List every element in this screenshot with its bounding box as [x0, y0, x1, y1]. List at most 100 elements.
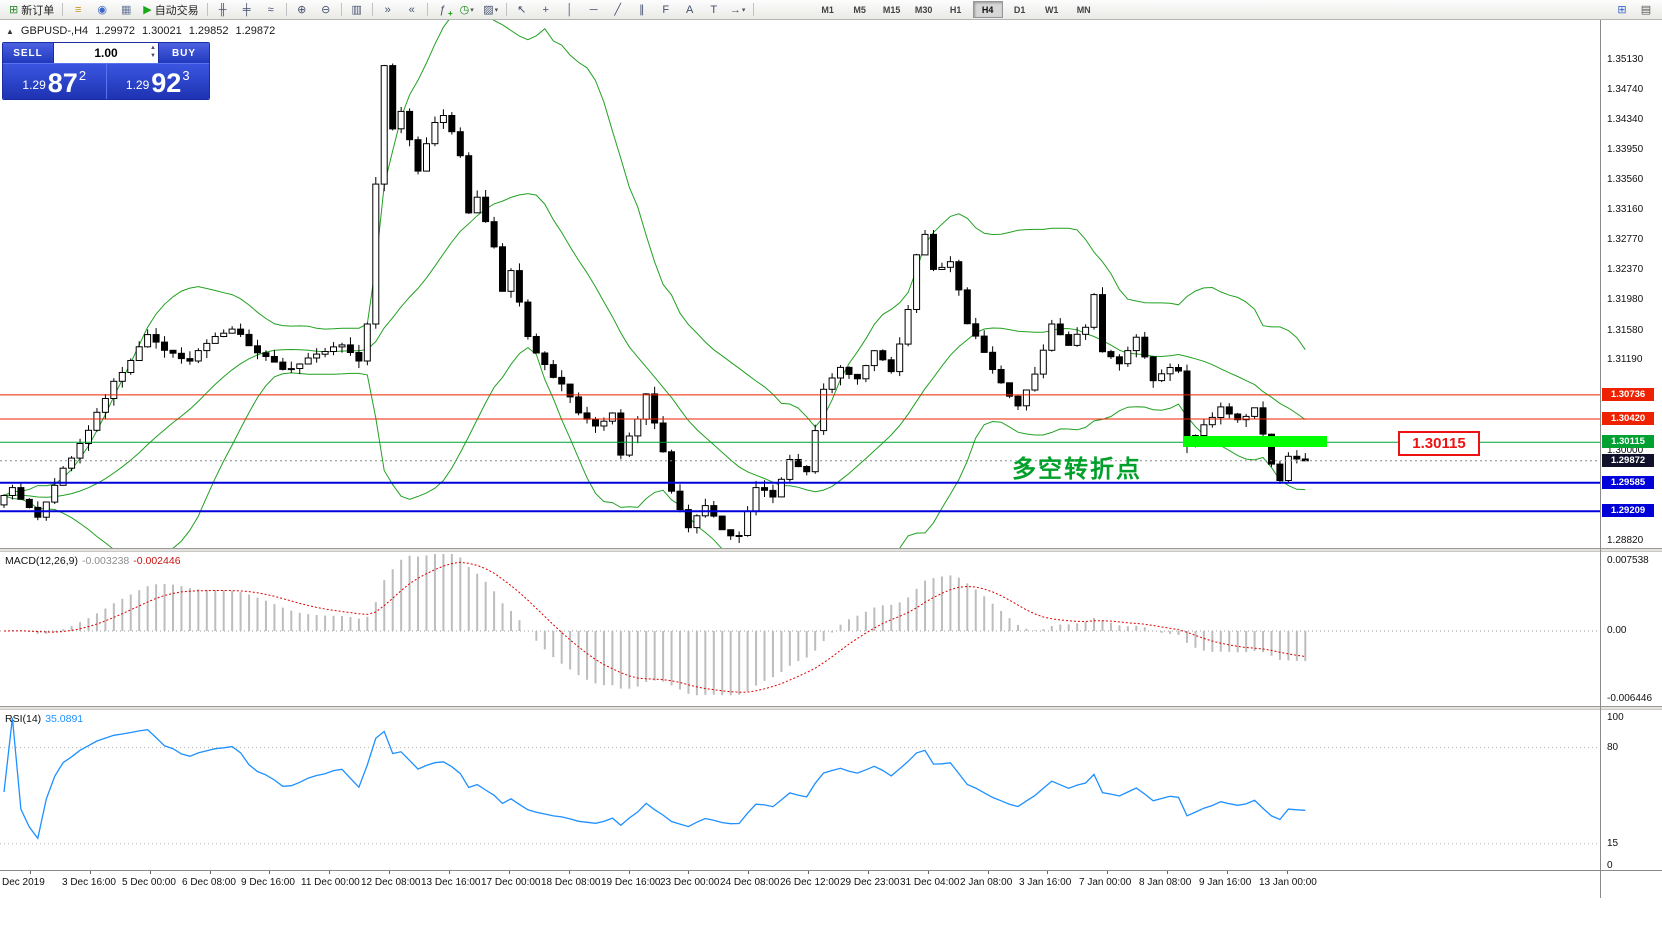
price-line-label: 1.29585 [1602, 476, 1654, 489]
new-chart-icon[interactable]: ⊞ [1617, 4, 1627, 16]
high-value: 1.30021 [141, 25, 182, 37]
panel-splitter[interactable] [0, 706, 1662, 710]
rsi-axis-label: 80 [1607, 742, 1619, 753]
periods-icon[interactable]: ◷ ▾ [459, 4, 474, 16]
auto-scroll-icon[interactable]: » [384, 3, 391, 16]
rsi-panel[interactable] [0, 710, 1600, 870]
price-axis[interactable]: 1.35130 1.34740 1.34340 1.33950 1.33560 1.331… [1601, 0, 1662, 943]
volume-up-button[interactable]: ▲ [150, 45, 156, 51]
price-line-label: 1.29209 [1602, 504, 1654, 517]
macd-panel[interactable] [0, 552, 1600, 706]
toolbar-separator [206, 3, 208, 16]
time-axis-label: 8 Jan 08:00 [1139, 877, 1192, 888]
toolbar-chart-tools: ╫ ╪ ≈ ⊕ ⊖ ▥ » « ƒ + ◷ ▾ ▨ ▾ ↖ + │ ─ ╱ ∥ F A T → ▾ [211, 1, 750, 18]
volume-down-button[interactable]: ▼ [150, 53, 156, 59]
indicators-icon[interactable]: ƒ + [439, 3, 453, 19]
navigator-icon[interactable]: ◉ [97, 4, 108, 16]
timeframe-button-mn[interactable]: MN [1076, 4, 1091, 15]
sell-price-button[interactable]: 1.29 87 2 [3, 64, 107, 99]
buy-button[interactable]: BUY [159, 43, 209, 63]
time-axis-label: 18 Dec 08:00 [541, 877, 601, 888]
time-axis-tick [688, 871, 689, 874]
templates-icon[interactable]: ▨ ▾ [483, 4, 499, 16]
tile-windows-icon[interactable]: ▥ [351, 4, 362, 16]
channel-icon[interactable]: ∥ [638, 4, 645, 16]
turning-point-annotation[interactable]: 多空转折点 [1012, 456, 1142, 483]
time-axis-label: 9 Dec 16:00 [241, 877, 295, 888]
time-axis-label: 17 Dec 00:00 [481, 877, 541, 888]
timeframe-button-m30[interactable]: M30 [914, 4, 933, 15]
trendline-icon[interactable]: ╱ [614, 4, 621, 16]
timeframe-button-h4[interactable]: H4 [972, 1, 1003, 18]
timeframe-button-m1[interactable]: M1 [821, 4, 834, 15]
macd-axis-label: 0.00 [1607, 625, 1627, 636]
time-axis-label: 9 Jan 16:00 [1199, 877, 1252, 888]
timeframe-button-m5[interactable]: M5 [853, 4, 866, 15]
toolbar: ⊞ 新订单 ≡ ◉ ▦ ▶ 自动交易 ╫ ╪ ≈ ⊕ ⊖ ▥ » « ƒ + ◷ ▾ ▨ ▾ ↖ + │ ─ ╱ ∥ F A T… [0, 0, 1662, 20]
zoom-out-icon[interactable]: ⊖ [321, 4, 331, 16]
autotrading-button[interactable]: ▶ 自动交易 [138, 1, 203, 18]
rsi-label: RSI(14) 35.0891 [5, 713, 84, 725]
line-chart-icon[interactable]: ≈ [267, 3, 274, 16]
zoom-in-icon[interactable]: ⊕ [297, 4, 307, 16]
time-axis-label: 23 Dec 00:00 [660, 877, 720, 888]
cursor-icon[interactable]: ↖ [517, 4, 527, 16]
window-tile-icon[interactable]: ▤ [1640, 4, 1652, 16]
autotrading-label: 自动交易 [154, 4, 199, 17]
price-tick: 1.32370 [1607, 264, 1644, 275]
time-axis-tick [1107, 871, 1108, 874]
price-tick: 1.30000 [1607, 445, 1644, 456]
buy-price-big: 92 [151, 68, 182, 98]
crosshair-icon[interactable]: + [542, 3, 549, 16]
bar-chart-icon[interactable]: ╫ [218, 3, 227, 16]
price-line-label: 1.29872 [1602, 454, 1654, 467]
time-axis-tick [808, 871, 809, 874]
timeframe-button-m15[interactable]: M15 [882, 4, 901, 15]
horizontal-line-icon[interactable]: ─ [589, 3, 598, 16]
time-axis[interactable]: Dec 2019 3 Dec 16:00 5 Dec 00:00 6 Dec 08:0… [0, 870, 1662, 899]
new-order-button[interactable]: ⊞ 新订单 [4, 1, 59, 18]
timeframe-button-d1[interactable]: D1 [1013, 4, 1026, 15]
fibonacci-icon[interactable]: F [662, 3, 670, 16]
buy-price-button[interactable]: 1.29 92 3 [106, 64, 209, 99]
timeframe-button-h1[interactable]: H1 [949, 4, 962, 15]
panel-splitter[interactable] [0, 548, 1662, 552]
time-axis-tick [868, 871, 869, 874]
close-value: 1.29872 [235, 25, 276, 37]
price-tick: 1.28820 [1607, 535, 1644, 546]
time-axis-tick [449, 871, 450, 874]
volume-field: ▲ ▼ [53, 43, 159, 63]
time-axis-tick [1047, 871, 1048, 874]
timeframe-button-w1[interactable]: W1 [1044, 4, 1059, 15]
vertical-line-icon[interactable]: │ [566, 3, 574, 16]
macd-axis-label: -0.006446 [1607, 693, 1653, 704]
timeframe-group: M1 M5 M15 M30 H1 H4 D1 W1 MN [812, 1, 1100, 18]
price-tick: 1.32770 [1607, 234, 1644, 245]
market-watch-icon[interactable]: ≡ [75, 3, 82, 16]
time-axis-tick [748, 871, 749, 874]
time-axis-tick [389, 871, 390, 874]
volume-input[interactable] [67, 45, 145, 61]
sell-button[interactable]: SELL [3, 43, 53, 63]
time-axis-tick [329, 871, 330, 874]
chart-shift-icon[interactable]: « [408, 3, 415, 16]
ohlc-header: ▲ GBPUSD-,H4 1.29972 1.30021 1.29852 1.2… [6, 25, 275, 37]
time-axis-tick [30, 871, 31, 874]
label-icon[interactable]: T [710, 3, 718, 16]
price-callout-box[interactable]: 1.30115 [1398, 431, 1480, 456]
time-axis-label: 24 Dec 08:00 [720, 877, 780, 888]
text-icon[interactable]: A [686, 3, 694, 16]
terminal-icon[interactable]: ▦ [121, 4, 132, 16]
one-click-toggle-icon[interactable]: ▲ [6, 26, 14, 36]
one-click-trading-panel: SELL ▲ ▼ BUY 1.29 87 2 1.29 92 3 [2, 42, 210, 100]
main-chart[interactable] [0, 20, 1600, 548]
sell-price-big: 87 [47, 68, 78, 98]
time-axis-label: 13 Jan 00:00 [1259, 877, 1317, 888]
time-axis-label: Dec 2019 [2, 877, 45, 888]
time-axis-tick [210, 871, 211, 874]
time-axis-label: 2 Jan 08:00 [960, 877, 1013, 888]
time-axis-tick [569, 871, 570, 874]
candlestick-chart-icon[interactable]: ╪ [242, 3, 251, 16]
arrows-icon[interactable]: → ▾ [729, 3, 746, 16]
rsi-axis-label: 0 [1607, 860, 1613, 871]
